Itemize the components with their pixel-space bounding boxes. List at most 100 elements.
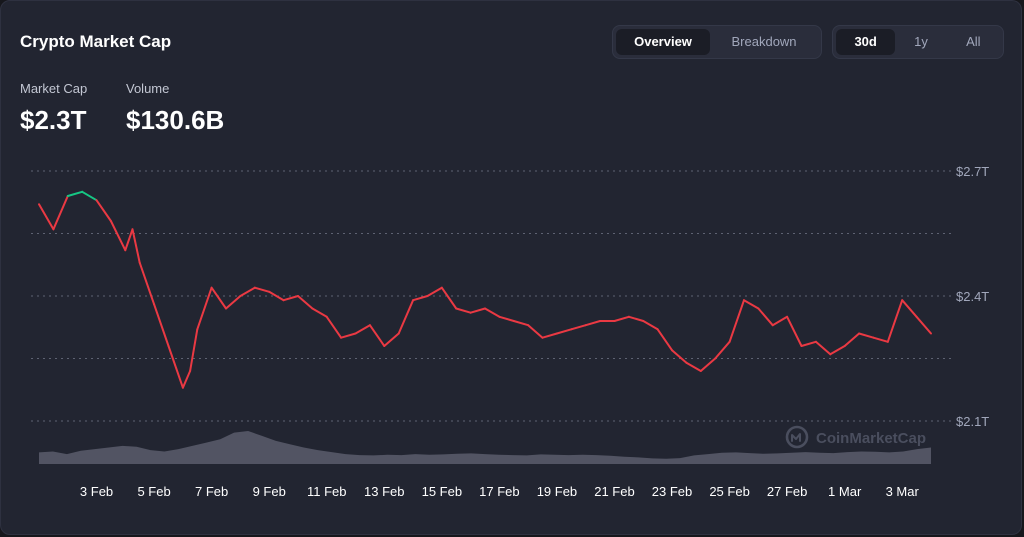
x-tick-label: 21 Feb: [594, 484, 634, 499]
price-line-segment: [325, 315, 343, 339]
price-line-segment: [901, 299, 918, 318]
price-line-segment: [426, 286, 443, 297]
price-line-segment: [843, 332, 861, 347]
price-line-segment: [642, 320, 659, 331]
price-line-segment: [297, 295, 314, 310]
x-tick-label: 15 Feb: [422, 484, 462, 499]
price-line-segment: [138, 261, 156, 306]
price-line-segment: [311, 307, 328, 318]
price-line-segment: [95, 199, 112, 222]
price-line-segment: [484, 307, 501, 318]
range-1y-button[interactable]: 1y: [914, 34, 928, 49]
price-line-segment: [527, 324, 544, 339]
price-line-segment: [743, 299, 760, 310]
price-line-segment: [189, 328, 199, 372]
price-line-segment: [253, 286, 271, 293]
price-line-segment: [167, 345, 184, 389]
x-tick-label: 19 Feb: [537, 484, 577, 499]
x-tick-label: 3 Feb: [80, 484, 113, 499]
price-line-segment: [153, 303, 170, 347]
market-cap-label: Market Cap: [20, 81, 88, 96]
range-30d-button[interactable]: 30d: [836, 29, 896, 55]
price-line-segment: [671, 349, 688, 364]
price-line-segment: [397, 299, 415, 335]
price-line-segment: [38, 203, 55, 231]
price-line-segment: [469, 307, 486, 314]
price-line-segment: [383, 332, 400, 347]
volume-bars: [39, 431, 931, 464]
y-tick-label: $2.1T: [956, 414, 989, 429]
price-line-segment: [340, 332, 357, 339]
x-axis-labels: 3 Feb 5 Feb 7 Feb 9 Feb 11 Feb 13 Feb 15 Feb 17…: [80, 484, 920, 499]
price-line-segment: [555, 328, 573, 335]
x-tick-label: 25 Feb: [709, 484, 749, 499]
price-line-segment: [210, 286, 227, 310]
x-tick-label: 5 Feb: [137, 484, 170, 499]
price-line-segment: [440, 286, 458, 310]
price-line-segment: [181, 370, 192, 389]
price-line-segment: [771, 315, 789, 327]
price-line-segment: [685, 361, 702, 372]
price-line-segment: [829, 345, 846, 356]
range-toggle: 30d 1y All: [832, 25, 1004, 59]
price-line-segment: [757, 307, 774, 327]
price-line-segment: [728, 299, 745, 343]
price-line-segment: [656, 328, 673, 352]
x-tick-label: 3 Mar: [886, 484, 920, 499]
x-tick-label: 9 Feb: [253, 484, 286, 499]
view-toggle: Overview Breakdown: [612, 25, 822, 59]
x-tick-label: 11 Feb: [307, 484, 347, 499]
price-line-segment: [786, 315, 803, 347]
volume-area: [39, 431, 931, 464]
price-line-segment: [225, 295, 242, 310]
x-tick-label: 23 Feb: [652, 484, 692, 499]
price-line-segment: [196, 286, 213, 331]
x-tick-label: 13 Feb: [364, 484, 404, 499]
price-line-segment: [354, 324, 371, 335]
y-tick-label: $2.7T: [956, 164, 989, 179]
price-line-segment: [282, 295, 299, 302]
price-line-segment: [800, 340, 817, 347]
price-line-segment: [915, 315, 932, 335]
price-line-segment: [52, 195, 69, 231]
price-line: [38, 190, 932, 389]
card-title: Crypto Market Cap: [20, 32, 172, 51]
price-line-segment: [66, 190, 84, 197]
price-line-segment: [814, 340, 832, 356]
price-line-segment: [124, 228, 134, 252]
tab-overview[interactable]: Overview: [616, 29, 711, 55]
price-line-segment: [627, 315, 645, 322]
price-line-segment: [109, 220, 127, 252]
price-line-segment: [613, 315, 630, 322]
volume-label: Volume: [126, 81, 170, 96]
watermark-text: CoinMarketCap: [816, 430, 926, 447]
coinmarketcap-logo-icon: [785, 425, 809, 449]
range-all-button[interactable]: All: [966, 34, 981, 49]
y-axis-labels: $2.7T $2.4T $2.1T: [956, 164, 989, 429]
price-line-segment: [498, 315, 515, 322]
price-line-segment: [886, 299, 904, 343]
y-tick-label: $2.4T: [956, 289, 989, 304]
market-cap-value: $2.3T: [20, 105, 87, 135]
price-line-segment: [858, 332, 875, 339]
price-line-segment: [541, 332, 558, 339]
x-tick-label: 7 Feb: [195, 484, 228, 499]
price-line-segment: [455, 307, 472, 314]
price-line-segment: [239, 286, 256, 297]
price-line-segment: [81, 190, 98, 202]
grid-lines: [31, 170, 951, 422]
price-line-segment: [512, 320, 530, 327]
price-line-segment: [131, 228, 141, 264]
price-line-segment: [714, 340, 731, 360]
x-tick-label: 27 Feb: [767, 484, 807, 499]
price-line-segment: [268, 290, 285, 302]
volume-value: $130.6B: [126, 105, 225, 135]
price-line-segment: [412, 295, 429, 302]
price-line-segment: [570, 324, 587, 331]
x-tick-label: 1 Mar: [828, 484, 862, 499]
tab-breakdown[interactable]: Breakdown: [731, 34, 797, 49]
price-line-segment: [368, 324, 386, 347]
price-line-segment: [872, 336, 889, 343]
